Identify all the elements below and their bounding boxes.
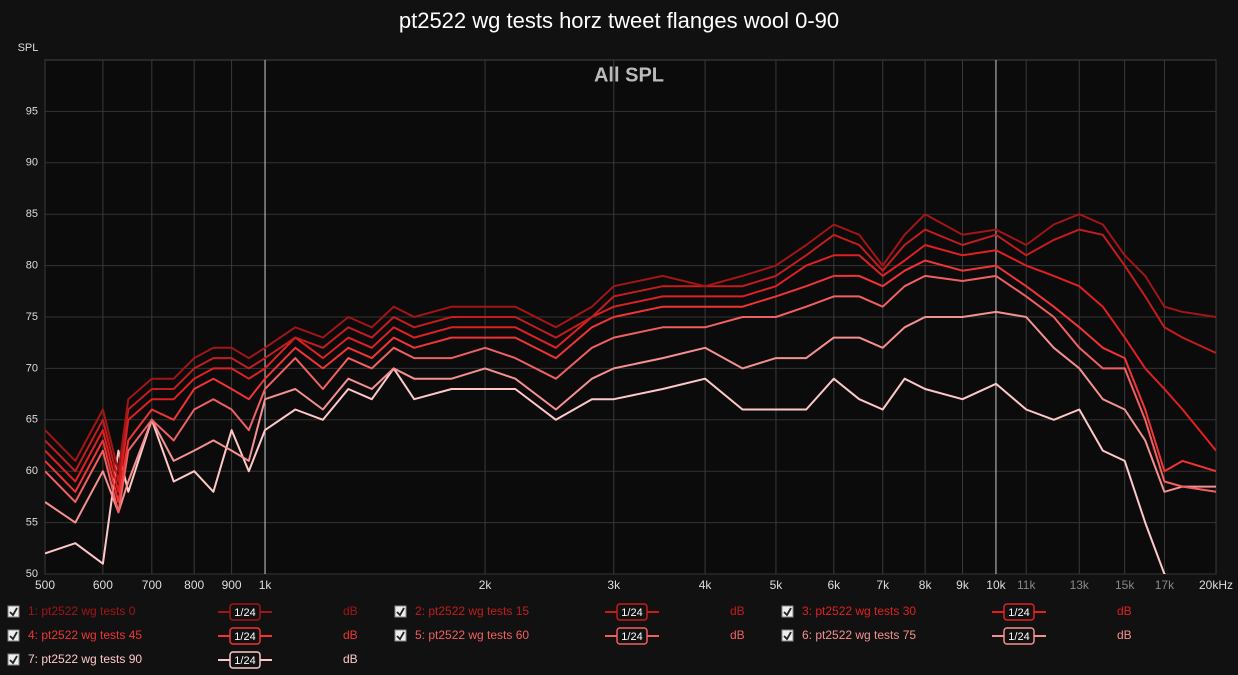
legend-unit: dB — [1117, 628, 1132, 642]
series-line — [45, 213, 1216, 473]
x-tick-label: 11k — [1017, 578, 1036, 592]
x-tick-label: 5k — [770, 578, 784, 592]
legend-smoothing: 1/24 — [234, 631, 255, 643]
series-line — [45, 259, 1216, 503]
annotation: All SPL — [594, 64, 664, 86]
legend-unit: dB — [343, 604, 358, 618]
legend-checkbox — [394, 605, 407, 618]
x-tick-label: 2k — [479, 578, 493, 592]
y-tick-label: 60 — [26, 465, 38, 477]
legend-check — [9, 631, 18, 641]
x-tick-label: 15k — [1115, 578, 1135, 592]
x-tick-label: 600 — [93, 578, 113, 592]
legend-check — [783, 631, 792, 641]
legend-entry: 1: pt2522 wg tests 0 — [28, 604, 136, 618]
legend-unit: dB — [343, 628, 358, 642]
y-tick-label: 80 — [26, 260, 38, 272]
legend-check — [9, 607, 18, 617]
y-axis-label: SPL — [18, 42, 39, 54]
x-tick-label: 7k — [876, 578, 890, 592]
y-tick-label: 70 — [26, 362, 38, 374]
y-tick-label: 50 — [26, 568, 38, 580]
legend-smoothing-box — [229, 627, 261, 645]
legend-checkbox — [7, 653, 20, 666]
legend-smoothing: 1/24 — [621, 631, 642, 643]
legend-unit: dB — [730, 604, 745, 618]
legend-entry: 7: pt2522 wg tests 90 — [28, 652, 142, 666]
legend-unit: dB — [730, 628, 745, 642]
y-tick-label: 55 — [26, 517, 38, 529]
x-tick-label: 20kHz — [1199, 578, 1233, 592]
chart-title: pt2522 wg tests horz tweet flanges wool … — [399, 8, 839, 33]
x-tick-label: 6k — [827, 578, 841, 592]
legend-smoothing-box — [229, 651, 261, 669]
legend-smoothing: 1/24 — [1008, 607, 1029, 619]
x-tick-label: 900 — [222, 578, 242, 592]
y-tick-label: 85 — [26, 208, 38, 220]
series-line — [45, 274, 1216, 514]
x-tick-label: 3k — [607, 578, 621, 592]
legend-smoothing-box — [616, 627, 648, 645]
legend-smoothing-box — [1003, 603, 1035, 621]
x-tick-label: 700 — [142, 578, 162, 592]
lines — [45, 213, 1216, 574]
y-tick-label: 65 — [26, 414, 38, 426]
y-tick-label: 75 — [26, 311, 38, 323]
legend-check — [396, 607, 405, 617]
series-line — [45, 228, 1216, 483]
legend-check — [783, 607, 792, 617]
legend-entry: 5: pt2522 wg tests 60 — [415, 628, 529, 642]
legend-smoothing-box — [229, 603, 261, 621]
legend-smoothing: 1/24 — [621, 607, 642, 619]
x-tick-label: 800 — [184, 578, 204, 592]
y-tick-label: 95 — [26, 105, 38, 117]
x-tick-label: 9k — [956, 578, 970, 592]
legend-checkbox — [394, 629, 407, 642]
legend-check — [9, 655, 18, 665]
x-tick-label: 1k — [259, 578, 273, 592]
x-tick-label: 8k — [919, 578, 933, 592]
legend-check — [396, 631, 405, 641]
series-line — [45, 310, 1216, 524]
legend-entry: 6: pt2522 wg tests 75 — [802, 628, 916, 642]
legend-entry: 4: pt2522 wg tests 45 — [28, 628, 142, 642]
y-tick-label: 90 — [26, 157, 38, 169]
legend-smoothing: 1/24 — [234, 607, 255, 619]
legend-entry: 3: pt2522 wg tests 30 — [802, 604, 916, 618]
legend-smoothing-box — [616, 603, 648, 621]
x-tick-label: 13k — [1070, 578, 1090, 592]
legend-checkbox — [7, 629, 20, 642]
legend-entry: 2: pt2522 wg tests 15 — [415, 604, 529, 618]
x-tick-label: 10k — [986, 578, 1006, 592]
grid — [44, 60, 1217, 575]
x-tick-label: 500 — [35, 578, 55, 592]
legend-unit: dB — [1117, 604, 1132, 618]
legend-checkbox — [781, 605, 794, 618]
legend-smoothing: 1/24 — [234, 655, 255, 667]
legend: 1: pt2522 wg tests 0 1/24 dB 2: pt2522 wg t… — [7, 603, 1132, 669]
legend-unit: dB — [343, 652, 358, 666]
x-tick-label: 4k — [699, 578, 713, 592]
legend-checkbox — [781, 629, 794, 642]
legend-smoothing: 1/24 — [1008, 631, 1029, 643]
series-line — [45, 367, 1167, 574]
legend-smoothing-box — [1003, 627, 1035, 645]
x-tick-label: 17k — [1155, 578, 1175, 592]
legend-checkbox — [7, 605, 20, 618]
